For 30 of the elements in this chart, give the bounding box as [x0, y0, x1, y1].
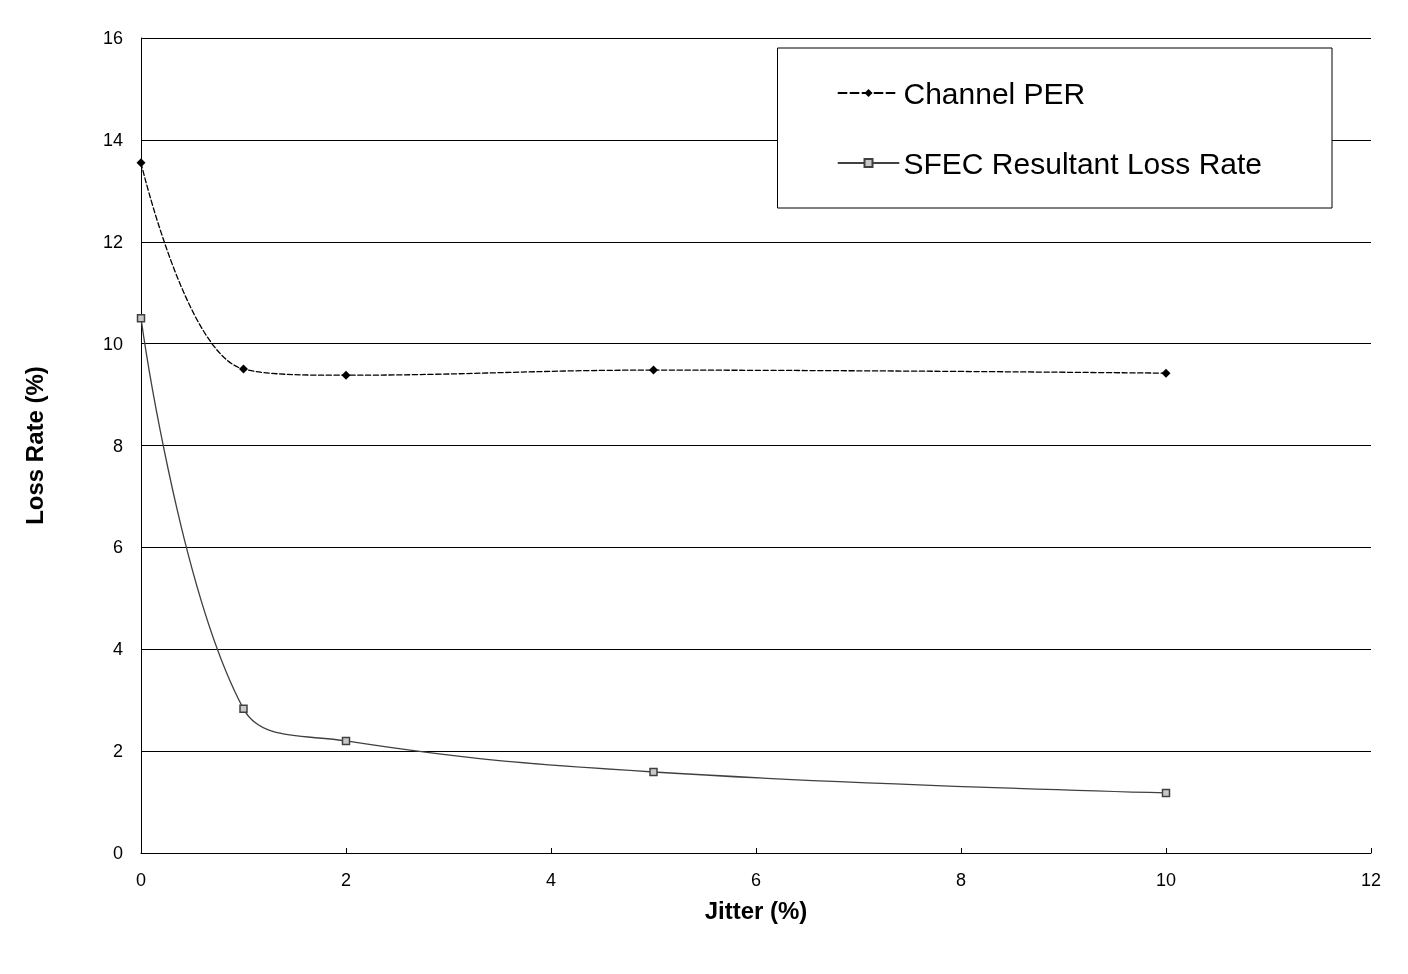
y-tick-label: 12 [102, 231, 123, 252]
y-axis-title: Loss Rate (%) [20, 366, 48, 525]
point [649, 365, 658, 375]
point [649, 767, 658, 777]
x-tick-label: 6 [750, 870, 762, 890]
y-tick-label: 14 [102, 129, 123, 150]
x-tick-label: 4 [545, 870, 557, 890]
y-tick-label: 2 [112, 741, 123, 762]
y-tick-label: 4 [112, 639, 123, 660]
x-tick-label: 2 [340, 870, 352, 890]
legend-label: SFEC Resultant Loss Rate [903, 146, 1263, 180]
point [136, 313, 146, 323]
x-axis-title: Jitter (%) [704, 896, 808, 924]
point [136, 158, 146, 168]
point [341, 736, 351, 746]
x-tick-label: 12 [1360, 870, 1382, 890]
legend-label: Channel PER [903, 76, 1086, 110]
x-tick-label: 8 [955, 870, 967, 890]
point [239, 704, 248, 714]
y-tick-label: 10 [102, 333, 123, 354]
y-tick-label: 8 [112, 435, 123, 456]
y-tick-label: 0 [112, 843, 123, 863]
y-tick-label: 16 [102, 28, 123, 48]
y-tick-label: 6 [112, 537, 123, 558]
x-tick-label: 10 [1155, 870, 1177, 890]
x-tick-label: 0 [135, 870, 147, 890]
point [1161, 368, 1171, 378]
point [239, 364, 248, 374]
point [1161, 788, 1171, 798]
point [341, 370, 351, 380]
